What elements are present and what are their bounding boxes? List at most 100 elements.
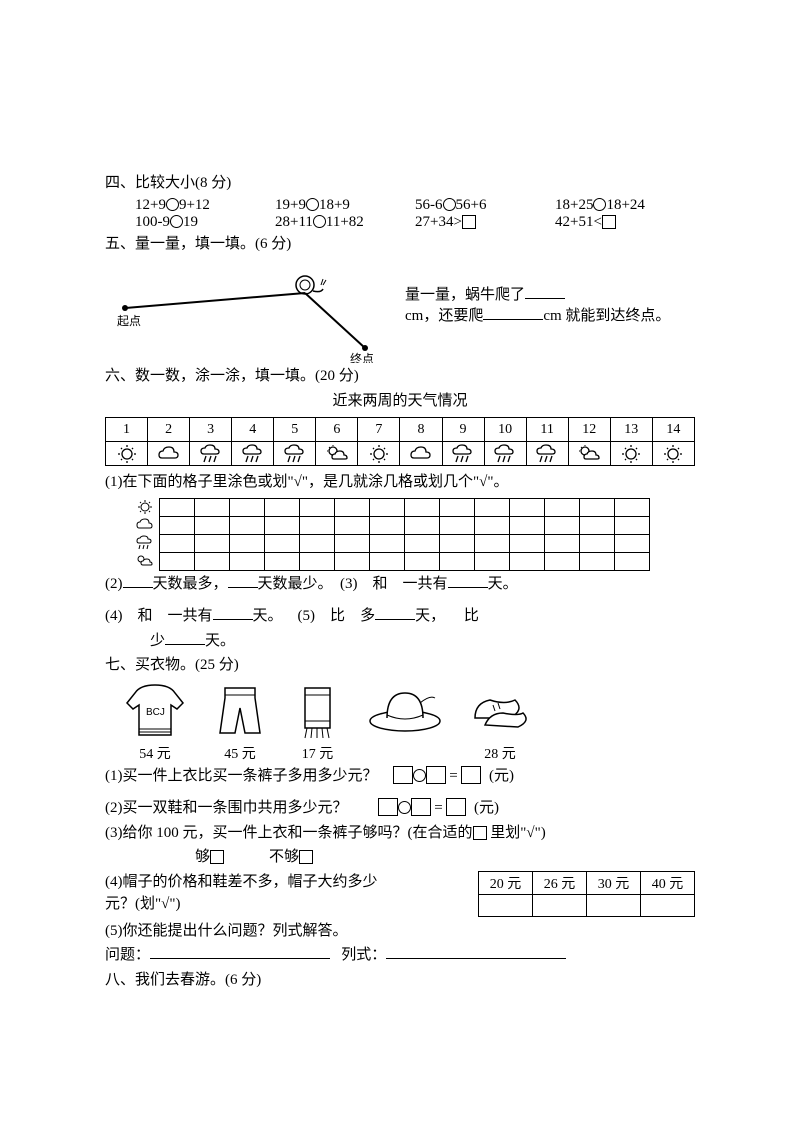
weather-table: 1 2 3 4 5 6 7 8 9 10 11 12 13 14 [105,417,695,466]
weather-cell [232,442,274,466]
compare-circle[interactable] [593,198,606,211]
fill-blank[interactable] [123,573,153,588]
section-6-title: 六、数一数，涂一涂，填一填。(20 分) [105,365,695,388]
check-box[interactable] [210,850,224,864]
snail-question: 量一量，蜗牛爬了 cm，还要爬 cm 就能到达终点。 [405,283,670,325]
compare-circle[interactable] [170,215,183,228]
weather-subtitle: 近来两周的天气情况 [105,390,695,413]
unit: (元) [489,768,514,784]
weather-cell [274,442,316,466]
label: 天数最多， [153,576,228,592]
text: cm，还要爬 [405,308,483,324]
fill-blank[interactable] [525,284,565,299]
label: 和 [138,608,153,624]
answer-box[interactable] [411,798,431,816]
expr: 9+12 [179,197,210,213]
fill-blank[interactable] [150,944,330,959]
price-label: 28 元 [465,743,535,763]
label: 问题： [105,947,150,963]
choice-label: 够 [195,849,210,865]
weather-cell [316,442,358,466]
weather-cell [106,442,148,466]
answer-box[interactable] [393,766,413,784]
svg-text:BCJ: BCJ [146,707,165,718]
q7-5: (5)你还能提出什么问题？列式解答。 [105,920,695,943]
answer-box[interactable] [461,766,481,784]
weather-cell [610,442,652,466]
op-circle[interactable] [398,801,411,814]
weather-cell [568,442,610,466]
question-text: (3)给你 100 元，买一件上衣和一条裤子够吗？(在合适的 [105,825,473,841]
label: 一共有 [168,608,213,624]
q7-3-choices: 够 不够 [105,846,695,869]
compare-circle[interactable] [166,198,179,211]
section-4-row2: 100-919 28+1111+82 27+34> 42+51< [105,214,695,231]
label: 少 [150,633,165,649]
fill-blank[interactable] [213,605,253,620]
section-7-title: 七、买衣物。(25 分) [105,654,695,677]
fill-blank[interactable] [386,944,566,959]
price-cell[interactable]: 26 元 [533,871,587,894]
check-box[interactable] [299,850,313,864]
price-cell[interactable]: 20 元 [479,871,533,894]
expr: 42+51< [555,214,602,230]
fill-blank[interactable] [375,605,415,620]
day-cell: 4 [232,418,274,442]
answer-box[interactable] [446,798,466,816]
expr: 27+34> [415,214,462,230]
q7-4-wrap: 20 元 26 元 30 元 40 元 (4)帽子的价格和鞋差不多，帽子大约多少… [105,871,695,918]
tally-icons [135,498,155,571]
q6-2-3: (2)天数最多，天数最少。 (3) 和 一共有天。 [105,573,695,596]
answer-box[interactable] [378,798,398,816]
fill-blank[interactable] [448,573,488,588]
label: (5) [298,608,316,624]
price-cell[interactable]: 30 元 [587,871,641,894]
price-cell[interactable]: 40 元 [641,871,695,894]
text: cm 就能到达终点。 [543,308,670,324]
q7-2: (2)买一双鞋和一条围巾共用多少元？ = (元) [105,797,695,820]
label: 天数最少。 [258,576,333,592]
label: 比 [464,608,479,624]
op-circle[interactable] [413,769,426,782]
clothing-items: BCJ 54 元 45 元 17 元 28 元 [120,683,695,763]
answer-box[interactable] [426,766,446,784]
answer-box[interactable] [462,215,476,229]
expr: 56-6 [415,197,443,213]
label: (3) [340,576,358,592]
day-cell: 3 [190,418,232,442]
answer-box[interactable] [602,215,616,229]
day-cell: 13 [610,418,652,442]
question-text: 里划"√") [490,825,545,841]
start-label: 起点 [117,314,141,328]
hat-item [365,683,445,763]
scarf-item: 17 元 [290,683,345,763]
tally-grid[interactable] [159,498,650,571]
expr: 28+11 [275,214,313,230]
weather-cell [190,442,232,466]
unit: (元) [474,800,499,816]
cloud-icon [135,516,155,534]
sun-icon [135,498,155,516]
compare-circle[interactable] [443,198,456,211]
fill-blank[interactable] [165,630,205,645]
day-cell: 14 [652,418,694,442]
q7-3: (3)给你 100 元，买一件上衣和一条裤子够吗？(在合适的 里划"√") [105,822,695,845]
q6-5b: 少天。 [105,630,695,653]
q6-1: (1)在下面的格子里涂色或划"√"，是几就涂几格或划几个"√"。 [105,471,695,494]
price-choice-table[interactable]: 20 元 26 元 30 元 40 元 [478,871,695,917]
day-cell: 8 [400,418,442,442]
fill-blank[interactable] [228,573,258,588]
expr: 100-9 [135,214,170,230]
text: 量一量，蜗牛爬了 [405,287,525,303]
tally-chart [135,498,695,571]
compare-circle[interactable] [313,215,326,228]
fill-blank[interactable] [483,305,543,320]
compare-circle[interactable] [306,198,319,211]
day-cell: 7 [358,418,400,442]
check-box [473,826,487,840]
q7-1: (1)买一件上衣比买一条裤子多用多少元？ = (元) [105,765,695,788]
weather-cell [148,442,190,466]
end-label: 终点 [350,351,374,363]
pants-item: 45 元 [210,683,270,763]
expr: 11+82 [326,214,364,230]
